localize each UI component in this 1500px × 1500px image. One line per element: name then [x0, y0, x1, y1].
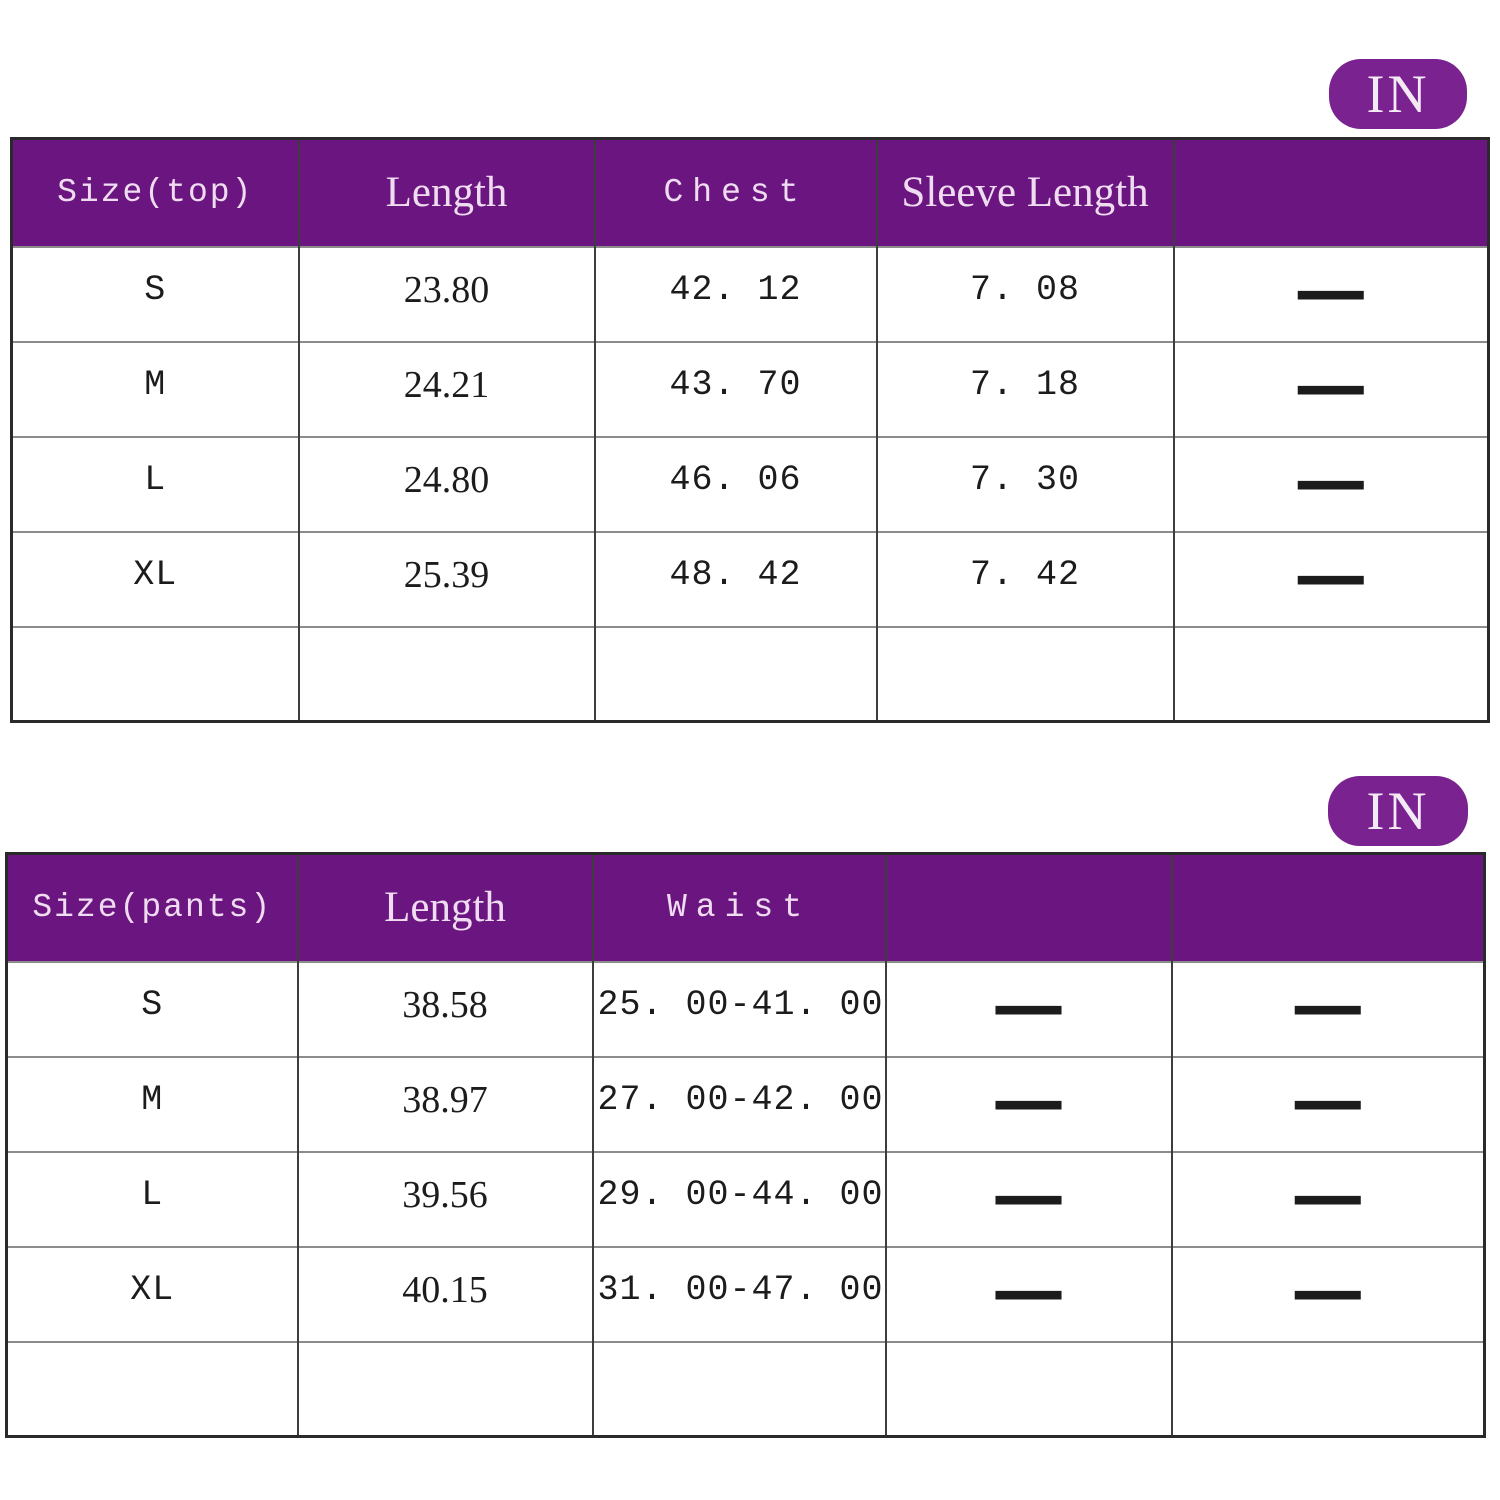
table-row: M 38.97 27. 00-42. 00 — — — [5, 1055, 1485, 1152]
size-cell: L — [10, 435, 299, 532]
sleeve-length-cell: 7. 42 — [875, 530, 1174, 627]
dash-cell: — — [1172, 435, 1489, 532]
empty-cell — [1172, 625, 1489, 722]
length-cell: 24.21 — [297, 340, 595, 437]
dash-cell: — — [1170, 1245, 1485, 1342]
col-header-empty — [1170, 853, 1485, 962]
waist-cell: 31. 00-47. 00 — [591, 1245, 886, 1342]
length-cell: 24.80 — [297, 435, 595, 532]
length-cell: 25.39 — [297, 530, 595, 627]
empty-cell — [297, 625, 595, 722]
pants-size-table: Size(pants) Length Waist S 38.58 25. 00-… — [5, 852, 1486, 1438]
col-header-sleeve-length: Sleeve Length — [875, 138, 1174, 247]
dash-cell: — — [884, 1150, 1172, 1247]
waist-cell: 27. 00-42. 00 — [591, 1055, 886, 1152]
col-header-size-top: Size(top) — [10, 138, 299, 247]
table-row: M 24.21 43. 70 7. 18 — — [10, 340, 1489, 437]
size-cell: L — [5, 1150, 298, 1247]
table-row-empty — [5, 1340, 1485, 1437]
empty-cell — [296, 1340, 593, 1437]
empty-cell — [10, 625, 299, 722]
empty-cell — [593, 625, 877, 722]
dash-cell: — — [1170, 1055, 1485, 1152]
chest-cell: 43. 70 — [593, 340, 877, 437]
table-row: S 23.80 42. 12 7. 08 — — [10, 245, 1489, 342]
size-cell: XL — [5, 1245, 298, 1342]
col-header-length: Length — [297, 138, 595, 247]
dash-cell: — — [1170, 960, 1485, 1057]
size-cell: S — [5, 960, 298, 1057]
unit-badge-top: IN — [1329, 59, 1467, 129]
dash-cell: — — [1172, 340, 1489, 437]
table-row: L 24.80 46. 06 7. 30 — — [10, 435, 1489, 532]
col-header-waist: Waist — [591, 853, 886, 962]
empty-cell — [5, 1340, 298, 1437]
dash-cell: — — [1172, 530, 1489, 627]
dash-cell: — — [884, 960, 1172, 1057]
table-row-empty — [10, 625, 1489, 722]
length-cell: 38.97 — [296, 1055, 593, 1152]
chest-cell: 46. 06 — [593, 435, 877, 532]
size-cell: XL — [10, 530, 299, 627]
chest-cell: 42. 12 — [593, 245, 877, 342]
sleeve-length-cell: 7. 08 — [875, 245, 1174, 342]
waist-cell: 29. 00-44. 00 — [591, 1150, 886, 1247]
dash-cell: — — [884, 1055, 1172, 1152]
col-header-empty — [884, 853, 1172, 962]
empty-cell — [1170, 1340, 1485, 1437]
empty-cell — [884, 1340, 1172, 1437]
table-header-row: Size(pants) Length Waist — [5, 853, 1485, 962]
chest-cell: 48. 42 — [593, 530, 877, 627]
unit-badge-bottom: IN — [1328, 776, 1468, 846]
table-row: S 38.58 25. 00-41. 00 — — — [5, 960, 1485, 1057]
empty-cell — [875, 625, 1174, 722]
col-header-length: Length — [296, 853, 593, 962]
table-row: XL 25.39 48. 42 7. 42 — — [10, 530, 1489, 627]
dash-cell: — — [884, 1245, 1172, 1342]
table-row: L 39.56 29. 00-44. 00 — — — [5, 1150, 1485, 1247]
length-cell: 40.15 — [296, 1245, 593, 1342]
col-header-size-pants: Size(pants) — [5, 853, 298, 962]
length-cell: 38.58 — [296, 960, 593, 1057]
length-cell: 39.56 — [296, 1150, 593, 1247]
length-cell: 23.80 — [297, 245, 595, 342]
col-header-empty — [1172, 138, 1489, 247]
table-header-row: Size(top) Length Chest Sleeve Length — [10, 138, 1489, 247]
dash-cell: — — [1170, 1150, 1485, 1247]
dash-cell: — — [1172, 245, 1489, 342]
table-row: XL 40.15 31. 00-47. 00 — — — [5, 1245, 1485, 1342]
top-size-table: Size(top) Length Chest Sleeve Length S 2… — [10, 137, 1490, 723]
sleeve-length-cell: 7. 30 — [875, 435, 1174, 532]
col-header-chest: Chest — [593, 138, 877, 247]
waist-cell: 25. 00-41. 00 — [591, 960, 886, 1057]
size-cell: M — [5, 1055, 298, 1152]
size-cell: M — [10, 340, 299, 437]
empty-cell — [591, 1340, 886, 1437]
size-cell: S — [10, 245, 299, 342]
sleeve-length-cell: 7. 18 — [875, 340, 1174, 437]
